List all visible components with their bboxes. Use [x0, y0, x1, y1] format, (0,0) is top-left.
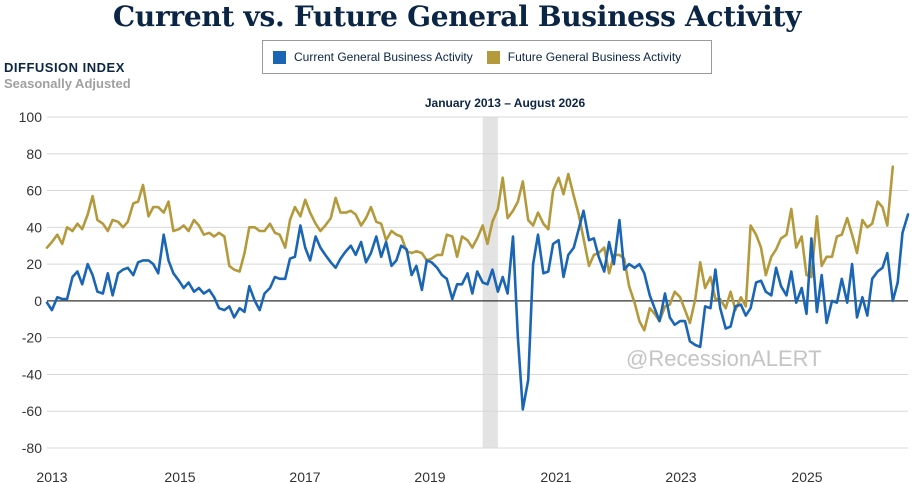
- y-tick-label: -80: [22, 440, 42, 456]
- x-tick-label: 2023: [665, 469, 696, 483]
- x-tick-label: 2025: [791, 469, 822, 483]
- legend-item-future: Future General Business Activity: [486, 50, 682, 64]
- y-tick-label: -60: [22, 403, 42, 419]
- y-axis-title: DIFFUSION INDEX: [4, 60, 125, 75]
- legend-label-future: Future General Business Activity: [507, 50, 682, 64]
- chart-title: Current vs. Future General Business Acti…: [112, 0, 802, 33]
- legend-swatch-future: [486, 50, 500, 64]
- y-tick-label: -40: [22, 366, 42, 382]
- series-line-future: [45, 165, 895, 332]
- date-range-annotation: January 2013 – August 2026: [424, 96, 586, 110]
- legend-label-current: Current General Business Activity: [294, 50, 473, 64]
- y-tick-label: 60: [26, 183, 42, 199]
- y-tick-label: 80: [26, 146, 42, 162]
- x-tick-label: 2021: [540, 469, 571, 483]
- legend-item-current: Current General Business Activity: [273, 50, 473, 64]
- x-tick-label: 2017: [289, 469, 320, 483]
- y-tick-label: 100: [19, 109, 43, 125]
- y-axis-subtitle: Seasonally Adjusted: [4, 76, 131, 91]
- series-line-current: [45, 209, 910, 411]
- watermark-text: @RecessionALERT: [626, 346, 822, 371]
- y-tick-label: -20: [22, 330, 42, 346]
- x-tick-label: 2019: [414, 469, 445, 483]
- legend: Current General Business Activity Future…: [262, 40, 712, 74]
- y-tick-label: 20: [26, 256, 42, 272]
- x-tick-label: 2013: [36, 469, 67, 483]
- legend-swatch-current: [273, 50, 286, 64]
- y-tick-label: 0: [34, 293, 42, 309]
- y-tick-label: 40: [26, 219, 42, 235]
- x-tick-label: 2015: [164, 469, 195, 483]
- recession-shade: [482, 117, 498, 448]
